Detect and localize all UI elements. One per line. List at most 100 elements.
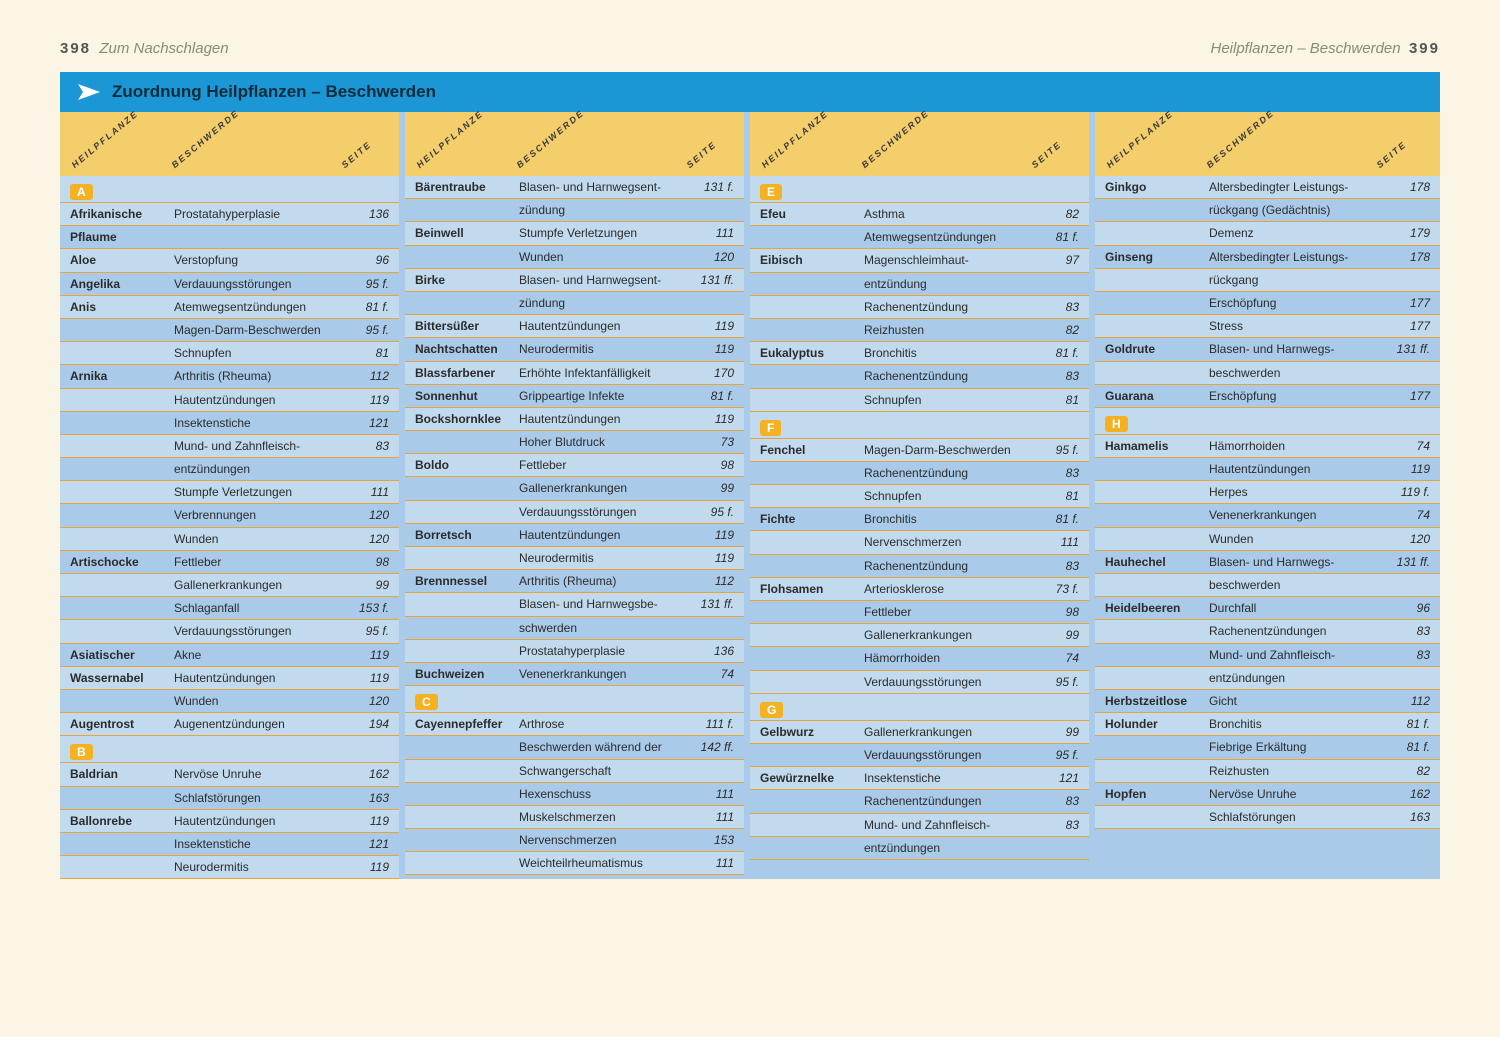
ailment: Verstopfung xyxy=(174,252,335,268)
ailment: Hautentzündungen xyxy=(174,670,335,686)
table-row: zündung xyxy=(405,292,744,315)
page-ref: 119 xyxy=(684,318,734,334)
col-header-3: HEILPFLANZE BESCHWERDE SEITE xyxy=(750,112,1095,176)
ailment: Verdauungsstörungen xyxy=(864,747,1025,763)
page-ref: 81 f. xyxy=(1029,229,1079,245)
ailment: Verdauungsstörungen xyxy=(174,276,335,292)
table-row: Gallenerkrankungen99 xyxy=(405,477,744,500)
section-letter-row: H xyxy=(1095,408,1440,435)
plant-name: Hauhechel xyxy=(1105,554,1205,570)
page-ref: 111 xyxy=(1029,534,1079,550)
table-row: BeinwellStumpfe Verletzungen111 xyxy=(405,222,744,245)
table-row: BlassfarbenerErhöhte Infektanfälligkeit1… xyxy=(405,362,744,385)
letter-badge: E xyxy=(760,184,782,200)
ailment: Nervöse Unruhe xyxy=(1209,786,1376,802)
page-ref: 119 xyxy=(684,550,734,566)
plant-name: Arnika xyxy=(70,368,170,384)
ailment: Wunden xyxy=(1209,531,1376,547)
ailment: Weichteilrheumatismus xyxy=(519,855,680,871)
ailment: Stumpfe Verletzungen xyxy=(519,225,680,241)
page-ref: 74 xyxy=(684,666,734,682)
main-content: Zuordnung Heilpflanzen – Beschwerden HEI… xyxy=(60,72,1440,879)
plant-name xyxy=(760,229,860,245)
table-row: FenchelMagen-Darm-Beschwerden95 f. xyxy=(750,439,1089,462)
page-ref: 98 xyxy=(339,554,389,570)
table-row: Rachenentzündung83 xyxy=(750,365,1089,388)
plant-name xyxy=(70,345,170,361)
plant-name xyxy=(760,299,860,315)
ailment: Beschwerden während der xyxy=(519,739,680,755)
page-ref: 81 f. xyxy=(1380,739,1430,755)
plant-name: Buchweizen xyxy=(415,666,515,682)
table-row: Schlaganfall153 f. xyxy=(60,597,399,620)
ailment: Neurodermitis xyxy=(174,859,335,875)
label-ailment: BESCHWERDE xyxy=(1205,108,1277,170)
ailment: Hautentzündungen xyxy=(174,813,335,829)
table-row: Demenz179 xyxy=(1095,222,1440,245)
plant-name xyxy=(760,392,860,408)
page-ref: 81 f. xyxy=(1029,511,1079,527)
ailment: Hautentzündungen xyxy=(519,411,680,427)
page-ref: 136 xyxy=(339,206,389,222)
page-ref: 120 xyxy=(339,693,389,709)
ailment: Bronchitis xyxy=(1209,716,1376,732)
table-row: HolunderBronchitis81 f. xyxy=(1095,713,1440,736)
page-ref: 163 xyxy=(339,790,389,806)
page-ref: 81 f. xyxy=(684,388,734,404)
ailment: beschwerden xyxy=(1209,365,1376,381)
plant-name: Blassfarbener xyxy=(415,365,515,381)
page-ref: 74 xyxy=(1029,650,1079,666)
plant-name xyxy=(70,461,170,477)
table-row: rückgang xyxy=(1095,269,1440,292)
page-ref xyxy=(684,202,734,218)
page-ref: 121 xyxy=(339,836,389,852)
ailment: Erhöhte Infektanfälligkeit xyxy=(519,365,680,381)
ailment: Wunden xyxy=(174,693,335,709)
page-ref: 120 xyxy=(684,249,734,265)
plant-name: Ginkgo xyxy=(1105,179,1205,195)
ailment: zündung xyxy=(519,295,680,311)
ailment: Grippeartige Infekte xyxy=(519,388,680,404)
page-ref: 121 xyxy=(1029,770,1079,786)
plant-name xyxy=(760,793,860,809)
plant-name xyxy=(1105,272,1205,288)
table-row: Fiebrige Erkältung81 f. xyxy=(1095,736,1440,759)
table-row: EibischMagenschleimhaut-97 xyxy=(750,249,1089,272)
page-ref: 119 xyxy=(684,527,734,543)
arrow-icon xyxy=(78,84,100,100)
page-ref: 82 xyxy=(1380,763,1430,779)
page-ref: 74 xyxy=(1380,438,1430,454)
table-row: FlohsamenArteriosklerose73 f. xyxy=(750,578,1089,601)
ailment: Atemwegsentzündungen xyxy=(174,299,335,315)
ailment: Reizhusten xyxy=(864,322,1025,338)
page-ref: 99 xyxy=(1029,724,1079,740)
page-ref: 95 f. xyxy=(339,276,389,292)
ailment: Blasen- und Harnwegsbe- xyxy=(519,596,680,612)
plant-name xyxy=(1105,623,1205,639)
ailment: Schnupfen xyxy=(864,392,1025,408)
label-page: SEITE xyxy=(685,139,719,170)
label-page: SEITE xyxy=(1375,139,1409,170)
page-ref: 119 xyxy=(339,647,389,663)
table-row: Venenerkrankungen74 xyxy=(1095,504,1440,527)
label-plant: HEILPFLANZE xyxy=(70,108,141,170)
page-ref: 95 f. xyxy=(1029,442,1079,458)
plant-name: Boldo xyxy=(415,457,515,473)
page-ref: 81 xyxy=(1029,488,1079,504)
plant-name xyxy=(70,859,170,875)
table-row: BärentraubeBlasen- und Harnwegsent-131 f… xyxy=(405,176,744,199)
plant-name xyxy=(760,627,860,643)
page-ref xyxy=(339,461,389,477)
ailment: Altersbedingter Leistungs- xyxy=(1209,249,1376,265)
table-row: NachtschattenNeurodermitis119 xyxy=(405,338,744,361)
ailment: Hoher Blutdruck xyxy=(519,434,680,450)
page-ref: 83 xyxy=(1029,558,1079,574)
page-ref: 98 xyxy=(1029,604,1079,620)
table-row: Gallenerkrankungen99 xyxy=(60,574,399,597)
col-header-4: HEILPFLANZE BESCHWERDE SEITE xyxy=(1095,112,1440,176)
label-plant: HEILPFLANZE xyxy=(760,108,831,170)
table-row: Schwangerschaft xyxy=(405,760,744,783)
plant-name: Artischocke xyxy=(70,554,170,570)
table-row: rückgang (Gedächtnis) xyxy=(1095,199,1440,222)
plant-name xyxy=(70,392,170,408)
